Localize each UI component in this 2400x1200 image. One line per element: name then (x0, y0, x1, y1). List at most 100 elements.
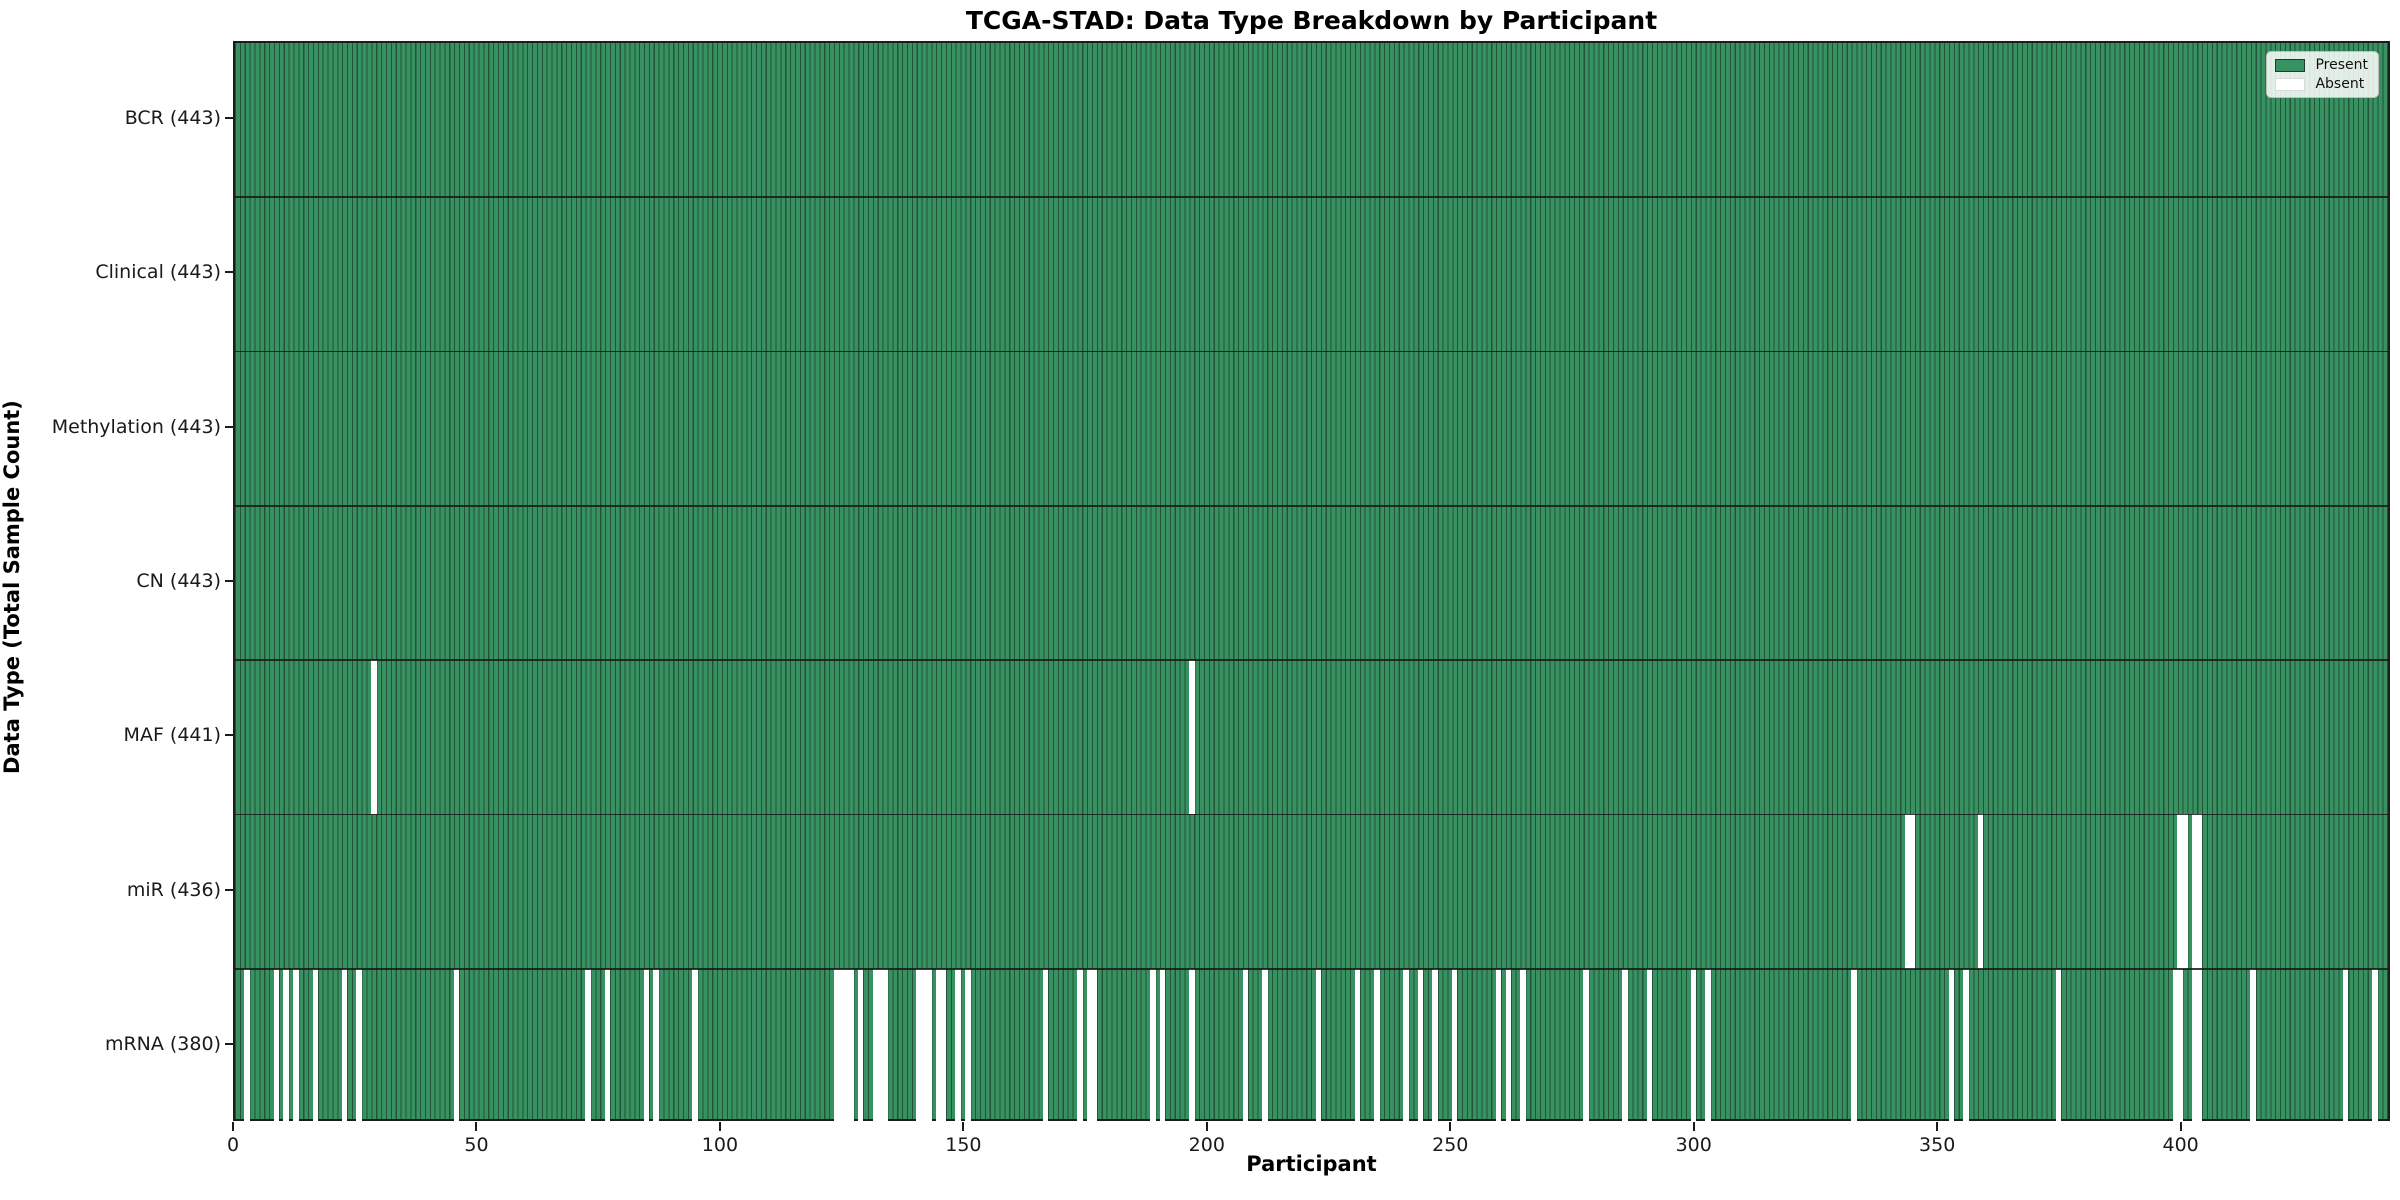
chart-title: TCGA-STAD: Data Type Breakdown by Partic… (965, 6, 1658, 35)
absent-cell-mRNA (2192, 968, 2198, 1123)
absent-cell-miR (1909, 814, 1916, 969)
absent-cell-mRNA (1432, 968, 1438, 1123)
absent-cell-mRNA (2172, 968, 2179, 1123)
x-tick-mark (718, 1122, 721, 1131)
absent-cell-miR (1904, 814, 1911, 969)
absent-cell-mRNA (1315, 968, 1322, 1123)
absent-cell-mRNA (1505, 968, 1511, 1123)
y-tick-label-mRNA: mRNA (380) (104, 1032, 221, 1055)
absent-cell-mRNA (877, 968, 883, 1123)
absent-cell-mRNA (1451, 968, 1458, 1123)
legend-entry-present: Present (2275, 58, 2368, 72)
absent-cell-MAF (1189, 660, 1195, 815)
absent-cell-miR (2196, 814, 2203, 969)
x-tick-label-0: 0 (226, 1134, 240, 1156)
absent-cell-mRNA (965, 968, 971, 1123)
x-tick-label-50: 50 (464, 1134, 489, 1156)
x-tick-mark (232, 1122, 234, 1131)
absent-cell-mRNA (1705, 968, 1711, 1123)
y-tick-label-BCR: BCR (443) (124, 107, 221, 130)
legend: Present Absent (2266, 51, 2379, 98)
absent-cell-mRNA (1583, 968, 1589, 1123)
absent-cell-MAF (371, 660, 377, 815)
absent-cell-mRNA (585, 968, 591, 1123)
x-tick-mark (1449, 1122, 1452, 1131)
absent-cell-mRNA (2177, 968, 2183, 1123)
row-separator (235, 350, 2388, 353)
absent-cell-mRNA (1948, 968, 1955, 1123)
absent-cell-mRNA (1851, 968, 1857, 1123)
x-tick-mark (1205, 1122, 1208, 1131)
absent-cell-miR (1977, 814, 1984, 969)
x-axis-label: Participant (1246, 1152, 1377, 1176)
x-tick-mark (1936, 1122, 1939, 1131)
absent-cell-mRNA (921, 968, 927, 1123)
y-tick-mark (225, 1042, 233, 1045)
row-separator (235, 196, 2388, 199)
absent-cell-mRNA (882, 968, 888, 1123)
absent-cell-mRNA (604, 968, 611, 1123)
heatmap-plot-area: Present Absent (233, 41, 2390, 1123)
x-tick-label-100: 100 (701, 1134, 739, 1156)
absent-cell-mRNA (1963, 968, 1969, 1123)
y-tick-label-miR: miR (436) (126, 878, 221, 901)
absent-cell-mRNA (833, 968, 840, 1123)
absent-cell-mRNA (653, 968, 659, 1123)
absent-cell-mRNA (1495, 968, 1502, 1123)
absent-cell-mRNA (643, 968, 650, 1123)
absent-cell-mRNA (1077, 968, 1083, 1123)
absent-cell-mRNA (283, 968, 289, 1123)
absent-cell-mRNA (2055, 968, 2062, 1123)
absent-cell-miR (2177, 814, 2183, 969)
y-tick-label-MAF: MAF (441) (123, 724, 221, 747)
absent-cell-mRNA (1622, 968, 1628, 1123)
y-tick-label-Clinical: Clinical (443) (95, 261, 221, 284)
x-tick-label-200: 200 (1188, 1134, 1225, 1156)
y-tick-mark (225, 425, 233, 428)
absent-cell-mRNA (453, 968, 460, 1123)
absent-cell-mRNA (1646, 968, 1653, 1123)
row-separator (235, 967, 2388, 970)
heatmap-present-background (235, 43, 2388, 1119)
row-separator (235, 813, 2388, 816)
absent-cell-mRNA (1417, 968, 1424, 1123)
absent-cell-mRNA (293, 968, 299, 1123)
x-tick-mark (2179, 1122, 2182, 1131)
x-tick-mark (475, 1122, 478, 1131)
absent-cell-mRNA (955, 968, 961, 1123)
absent-cell-mRNA (356, 968, 362, 1123)
absent-cell-mRNA (1189, 968, 1195, 1123)
x-tick-label-400: 400 (2162, 1134, 2199, 1156)
absent-cell-mRNA (1042, 968, 1049, 1123)
absent-cell-mRNA (940, 968, 947, 1123)
absent-cell-mRNA (1086, 968, 1093, 1123)
absent-cell-mRNA (2250, 968, 2256, 1123)
row-separator (235, 659, 2388, 661)
x-tick-label-250: 250 (1432, 1134, 1469, 1156)
legend-swatch-absent-icon (2275, 77, 2306, 91)
absent-cell-mRNA (2196, 968, 2203, 1123)
y-tick-label-Methylation: Methylation (443) (51, 415, 221, 438)
absent-cell-mRNA (244, 968, 250, 1123)
legend-entry-absent: Absent (2275, 77, 2368, 91)
absent-cell-mRNA (838, 968, 844, 1123)
absent-cell-mRNA (1520, 968, 1526, 1123)
x-tick-mark (962, 1122, 965, 1131)
absent-cell-mRNA (872, 968, 879, 1123)
y-tick-label-CN: CN (443) (136, 570, 221, 592)
x-tick-label-350: 350 (1919, 1134, 1956, 1156)
absent-cell-mRNA (2372, 968, 2378, 1123)
absent-cell-mRNA (848, 968, 854, 1123)
absent-cell-mRNA (926, 968, 932, 1123)
legend-label-absent: Absent (2315, 76, 2365, 92)
legend-label-present: Present (2315, 57, 2368, 73)
absent-cell-mRNA (857, 968, 864, 1123)
y-tick-mark (225, 734, 233, 737)
absent-cell-miR (2192, 814, 2198, 969)
absent-cell-mRNA (843, 968, 849, 1123)
absent-cell-mRNA (312, 968, 319, 1123)
y-tick-mark (225, 580, 233, 582)
y-tick-mark (225, 271, 233, 274)
x-tick-label-300: 300 (1675, 1134, 1712, 1156)
absent-cell-miR (2182, 814, 2188, 969)
